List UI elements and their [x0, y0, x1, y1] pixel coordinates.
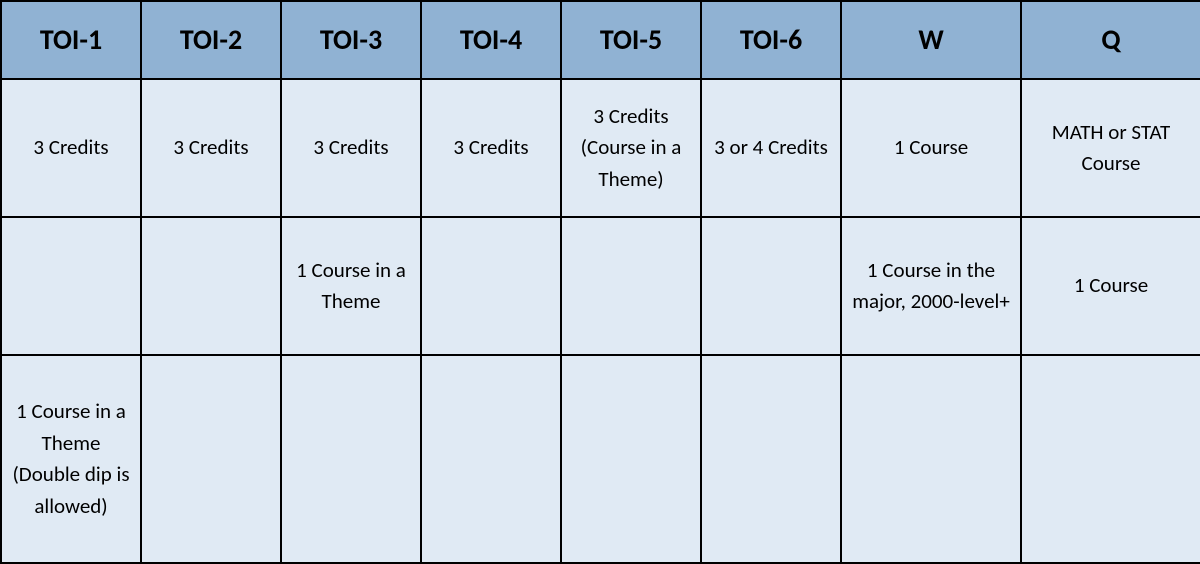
- cell: 1 Course in a Theme: [281, 217, 421, 355]
- header-toi6: TOI-6: [701, 1, 841, 79]
- cell: 1 Course in a Theme (Double dip is allow…: [1, 355, 141, 563]
- header-toi2: TOI-2: [141, 1, 281, 79]
- cell: [701, 217, 841, 355]
- table-row: 1 Course in a Theme (Double dip is allow…: [1, 355, 1200, 563]
- cell: [1021, 355, 1200, 563]
- cell: [561, 217, 701, 355]
- table-row: 3 Credits 3 Credits 3 Credits 3 Credits …: [1, 79, 1200, 217]
- cell: [701, 355, 841, 563]
- header-toi5: TOI-5: [561, 1, 701, 79]
- header-toi3: TOI-3: [281, 1, 421, 79]
- cell: [421, 355, 561, 563]
- cell: 1 Course: [841, 79, 1021, 217]
- cell: 3 Credits: [1, 79, 141, 217]
- cell: [561, 355, 701, 563]
- cell: 3 Credits: [141, 79, 281, 217]
- cell: [841, 355, 1021, 563]
- cell: 1 Course: [1021, 217, 1200, 355]
- cell: [1, 217, 141, 355]
- cell: [141, 217, 281, 355]
- cell: 3 Credits: [421, 79, 561, 217]
- cell: MATH or STAT Course: [1021, 79, 1200, 217]
- cell: 3 Credits: [281, 79, 421, 217]
- cell: [141, 355, 281, 563]
- cell: 3 Credits (Course in a Theme): [561, 79, 701, 217]
- cell: 1 Course in the major, 2000-level+: [841, 217, 1021, 355]
- header-toi4: TOI-4: [421, 1, 561, 79]
- header-q: Q: [1021, 1, 1200, 79]
- table-header-row: TOI-1 TOI-2 TOI-3 TOI-4 TOI-5 TOI-6 W Q: [1, 1, 1200, 79]
- cell: [421, 217, 561, 355]
- requirements-table: TOI-1 TOI-2 TOI-3 TOI-4 TOI-5 TOI-6 W Q …: [0, 0, 1200, 564]
- header-toi1: TOI-1: [1, 1, 141, 79]
- cell: 3 or 4 Credits: [701, 79, 841, 217]
- cell: [281, 355, 421, 563]
- header-w: W: [841, 1, 1021, 79]
- table-row: 1 Course in a Theme 1 Course in the majo…: [1, 217, 1200, 355]
